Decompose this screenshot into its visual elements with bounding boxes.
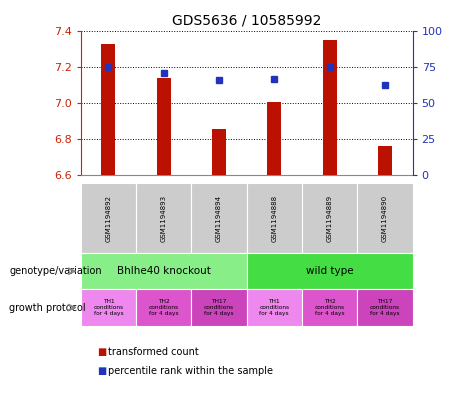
Title: GDS5636 / 10585992: GDS5636 / 10585992 <box>172 13 321 28</box>
Text: genotype/variation: genotype/variation <box>9 266 102 276</box>
Bar <box>212 129 226 175</box>
Text: TH17
conditions
for 4 days: TH17 conditions for 4 days <box>370 299 400 316</box>
Text: ■: ■ <box>97 366 106 376</box>
Text: TH1
conditions
for 4 days: TH1 conditions for 4 days <box>93 299 124 316</box>
Bar <box>323 40 337 175</box>
Bar <box>157 78 171 175</box>
Text: GSM1194894: GSM1194894 <box>216 195 222 242</box>
Bar <box>378 146 392 175</box>
Text: GSM1194889: GSM1194889 <box>326 195 333 242</box>
Bar <box>267 102 281 175</box>
Text: percentile rank within the sample: percentile rank within the sample <box>108 366 273 376</box>
Text: TH17
conditions
for 4 days: TH17 conditions for 4 days <box>204 299 234 316</box>
Text: TH2
conditions
for 4 days: TH2 conditions for 4 days <box>148 299 179 316</box>
Text: GSM1194892: GSM1194892 <box>105 195 112 242</box>
Text: TH2
conditions
for 4 days: TH2 conditions for 4 days <box>314 299 345 316</box>
Text: growth protocol: growth protocol <box>9 303 86 312</box>
Text: Bhlhe40 knockout: Bhlhe40 knockout <box>117 266 211 276</box>
Text: GSM1194893: GSM1194893 <box>160 195 167 242</box>
Text: GSM1194890: GSM1194890 <box>382 195 388 242</box>
Bar <box>101 44 115 175</box>
Text: ■: ■ <box>97 347 106 357</box>
Text: wild type: wild type <box>306 266 354 276</box>
Text: transformed count: transformed count <box>108 347 199 357</box>
Text: TH1
conditions
for 4 days: TH1 conditions for 4 days <box>259 299 290 316</box>
Text: GSM1194888: GSM1194888 <box>271 195 278 242</box>
